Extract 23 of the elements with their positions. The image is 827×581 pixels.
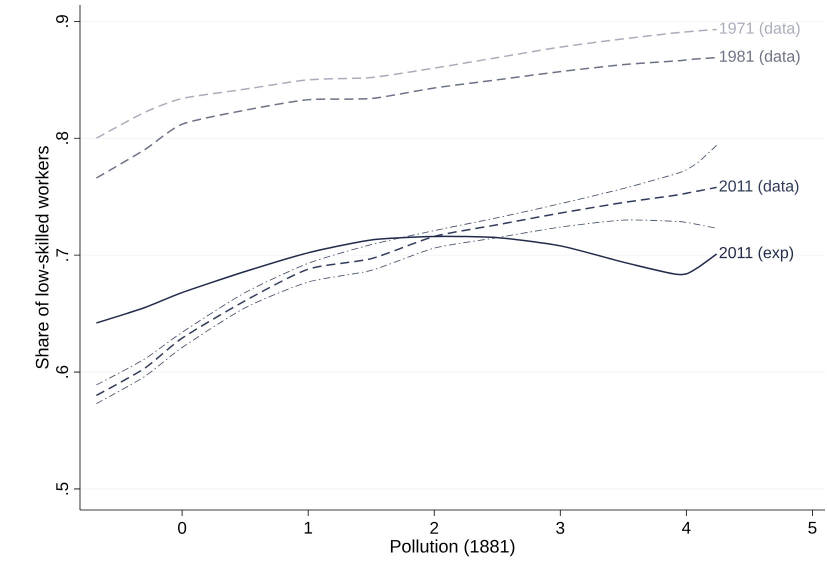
series-label: 2011 (data) [720, 180, 798, 195]
line-series [96, 186, 718, 396]
series-label: 1981 (data) [720, 50, 800, 66]
y-axis-title: Share of low-skilled workers [35, 146, 49, 369]
line-series [96, 144, 717, 386]
x-tick-label: 0 [178, 522, 186, 534]
x-axis-title: Pollution (1881) [390, 539, 514, 556]
line-series [96, 236, 718, 324]
y-tick-label: .7 [56, 248, 68, 261]
line-series [96, 220, 717, 404]
x-tick-label: 2 [430, 522, 438, 534]
series-label: 2011 (exp) [720, 246, 794, 262]
y-tick-label: .9 [56, 15, 68, 27]
x-tick-label: 1 [304, 522, 312, 534]
series-label: 1971 (data) [720, 22, 800, 37]
y-tick-label: .5 [56, 482, 68, 494]
line-series [96, 28, 718, 140]
y-tick-label: .8 [56, 132, 68, 144]
x-tick-label: 5 [808, 522, 816, 534]
y-tick-label: .6 [56, 366, 68, 378]
x-tick-label: 4 [682, 522, 691, 534]
x-tick-label: 3 [556, 522, 564, 534]
line-series [96, 56, 718, 179]
